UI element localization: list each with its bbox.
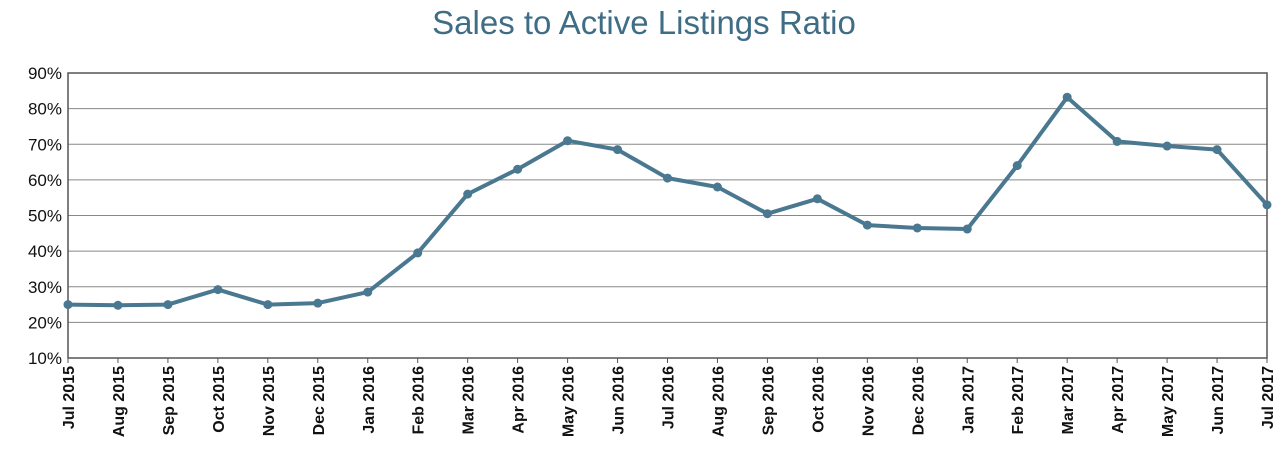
- x-tick-label: Nov 2016: [860, 366, 877, 436]
- data-point: [563, 136, 573, 146]
- x-tick-label: Sep 2015: [161, 366, 178, 435]
- series-layer: [63, 92, 1272, 310]
- data-point: [1112, 136, 1122, 146]
- x-tick-label: Apr 2016: [511, 366, 528, 434]
- x-tick-label: Dec 2016: [910, 366, 927, 435]
- x-tick-label: Aug 2015: [111, 366, 128, 437]
- data-point: [1012, 161, 1022, 171]
- data-point: [663, 173, 672, 183]
- data-point: [213, 285, 223, 295]
- x-tick-label: Nov 2015: [261, 366, 278, 436]
- data-point: [263, 300, 273, 310]
- y-tick-label: 50%: [28, 207, 62, 226]
- x-tick-label: Mar 2017: [1060, 366, 1077, 435]
- x-tick-label: Jul 2015: [61, 366, 78, 429]
- data-point: [363, 287, 373, 297]
- data-point: [1162, 141, 1172, 151]
- data-point: [513, 164, 523, 174]
- data-point: [63, 300, 73, 310]
- y-tick-label: 60%: [28, 171, 62, 190]
- x-tick-label: Dec 2015: [311, 366, 328, 435]
- data-point: [812, 194, 822, 204]
- x-tick-label: Jun 2017: [1210, 366, 1227, 435]
- data-point: [712, 182, 722, 192]
- data-point: [163, 300, 173, 310]
- y-tick-label: 10%: [28, 349, 62, 368]
- x-tick-label: Apr 2017: [1110, 366, 1127, 434]
- series-line: [66, 95, 1269, 308]
- x-tick-label: Sep 2016: [760, 366, 777, 435]
- data-point: [113, 300, 123, 310]
- x-tick-label: Jul 2016: [661, 366, 678, 429]
- x-tick-label: Jan 2016: [361, 366, 378, 434]
- data-point: [413, 248, 423, 258]
- x-tick-label: Feb 2016: [411, 366, 428, 435]
- x-tick-label: Jan 2017: [960, 366, 977, 434]
- data-point: [912, 223, 922, 233]
- y-tick-label: 70%: [28, 135, 62, 154]
- x-tick-label: May 2017: [1160, 366, 1177, 437]
- x-tick-label: Oct 2015: [211, 366, 228, 433]
- x-tick-label: May 2016: [561, 366, 578, 437]
- data-point: [1212, 145, 1222, 155]
- data-point: [962, 224, 972, 234]
- y-axis-ticks: 10% 20% 30% 40% 50% 60% 70% 80% 90%: [28, 64, 62, 368]
- x-tick-label: Aug 2016: [710, 366, 727, 437]
- data-point: [1262, 200, 1272, 210]
- chart-title: Sales to Active Listings Ratio: [432, 4, 856, 41]
- data-point: [1062, 92, 1072, 102]
- data-point: [762, 209, 772, 219]
- x-tick-label: Jul 2017: [1260, 366, 1277, 429]
- x-tick-label: Mar 2016: [461, 366, 478, 435]
- x-tick-label: Oct 2016: [810, 366, 827, 433]
- data-point: [313, 298, 323, 308]
- x-axis-ticks: Jul 2015 Aug 2015 Sep 2015 Oct 2015 Nov 2015…: [61, 358, 1277, 437]
- data-point: [862, 220, 872, 230]
- data-point: [613, 145, 623, 155]
- y-tick-label: 30%: [28, 278, 62, 297]
- x-tick-label: Feb 2017: [1010, 366, 1027, 435]
- y-tick-label: 40%: [28, 242, 62, 261]
- y-tick-label: 20%: [28, 313, 62, 332]
- y-tick-label: 90%: [28, 64, 62, 83]
- y-tick-label: 80%: [28, 100, 62, 119]
- x-tick-label: Jun 2016: [611, 366, 628, 435]
- grid-layer: [68, 108, 1267, 323]
- data-point: [463, 189, 473, 199]
